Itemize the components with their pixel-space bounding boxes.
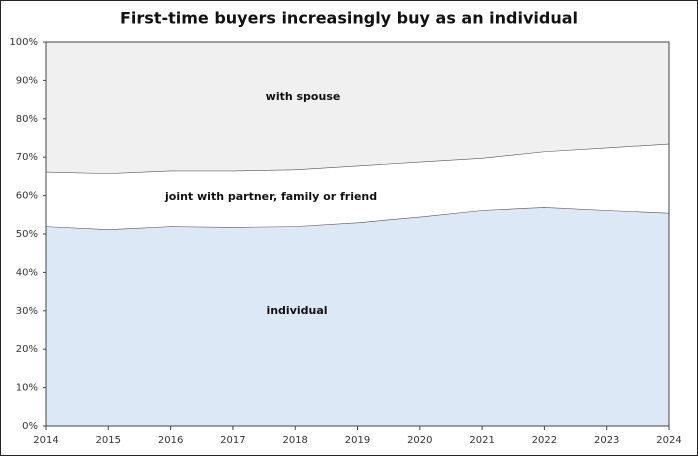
y-tick-label: 10% xyxy=(16,383,38,394)
chart-title: First-time buyers increasingly buy as an… xyxy=(120,9,578,28)
y-tick-label: 90% xyxy=(16,75,38,86)
series-label: with spouse xyxy=(266,90,341,103)
area xyxy=(46,207,669,426)
y-tick-label: 40% xyxy=(16,267,38,278)
x-tick-label: 2015 xyxy=(96,435,121,446)
y-tick-label: 0% xyxy=(22,421,38,432)
x-tick-label: 2023 xyxy=(594,435,619,446)
y-tick-label: 30% xyxy=(16,306,38,317)
y-tick-label: 100% xyxy=(9,37,38,48)
y-tick-label: 80% xyxy=(16,114,38,125)
x-tick-label: 2022 xyxy=(532,435,557,446)
area xyxy=(46,42,669,174)
y-tick-label: 20% xyxy=(16,344,38,355)
series-label: joint with partner, family or friend xyxy=(164,190,377,203)
x-tick-label: 2018 xyxy=(282,435,307,446)
x-tick-label: 2021 xyxy=(469,435,494,446)
x-tick-label: 2024 xyxy=(656,435,681,446)
y-tick-label: 60% xyxy=(16,191,38,202)
x-tick-label: 2020 xyxy=(407,435,432,446)
y-tick-label: 50% xyxy=(16,229,38,240)
series-label: individual xyxy=(266,304,327,317)
x-tick-label: 2017 xyxy=(220,435,245,446)
x-tick-label: 2016 xyxy=(158,435,183,446)
area xyxy=(46,143,669,230)
x-tick-label: 2019 xyxy=(345,435,370,446)
y-tick-label: 70% xyxy=(16,152,38,163)
x-tick-label: 2014 xyxy=(33,435,58,446)
